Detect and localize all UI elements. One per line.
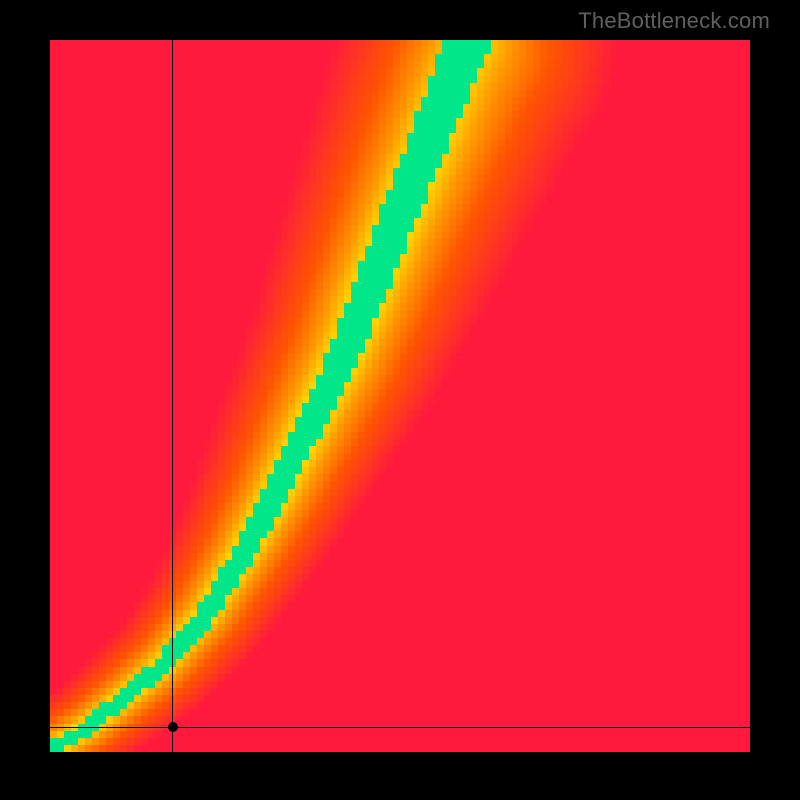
crosshair-marker: [168, 722, 178, 732]
heatmap-canvas: [50, 40, 750, 752]
heatmap-plot: [50, 40, 750, 752]
watermark-text: TheBottleneck.com: [578, 8, 770, 34]
crosshair-horizontal: [50, 727, 750, 728]
crosshair-vertical: [172, 40, 173, 752]
